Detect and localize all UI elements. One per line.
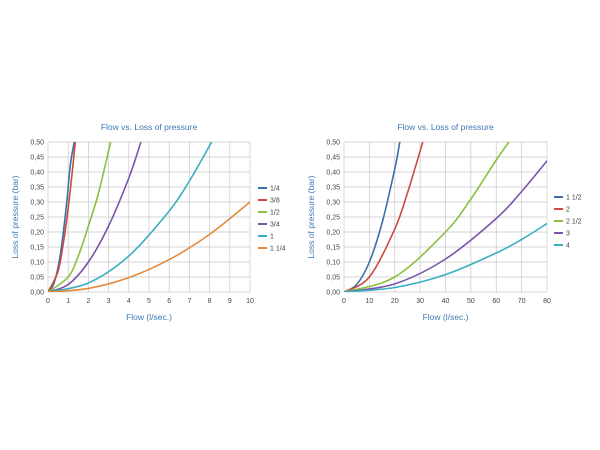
y-tick-label: 0,30 [30,200,44,207]
y-tick-label: 0,30 [326,200,340,207]
x-tick-label: 3 [107,298,111,305]
legend-label: 3/8 [270,198,280,205]
x-tick-label: 1 [66,298,70,305]
legend-label: 1/4 [270,186,280,193]
y-tick-label: 0,35 [326,185,340,192]
y-tick-label: 0,50 [30,140,44,147]
x-tick-label: 6 [167,298,171,305]
x-tick-label: 9 [228,298,232,305]
x-axis-label: Flow (l/sec.) [126,312,172,322]
chart-2: 0 10 20 30 40 50 60 70 80 0,00 0,05 0,10 0,15 0,20 0,2… [306,122,582,322]
series-line-3-8 [48,142,77,292]
y-tick-label: 0,00 [30,290,44,297]
x-axis-label: Flow (l/sec.) [423,312,469,322]
series-line-1 [48,142,213,292]
y-tick-label: 0,40 [326,170,340,177]
series-line-1-2 [48,142,112,292]
y-tick-label: 0,45 [326,155,340,162]
x-tick-label: 60 [492,298,500,305]
legend-label: 3/4 [270,222,280,229]
series-line-4 [344,222,547,292]
series-line-1-1-2 [344,142,401,292]
x-tick-label: 2 [86,298,90,305]
series-line-3-4 [48,142,142,292]
chart-title: Flow vs. Loss of pressure [101,122,198,132]
legend-label: 2 [566,207,570,214]
chart-title: Flow vs. Loss of pressure [397,122,494,132]
y-tick-label: 0,05 [326,275,340,282]
y-tick-label: 0,20 [326,230,340,237]
series-line-1-1-4 [48,201,250,292]
series-lines [48,142,250,292]
legend: 1 1/2 2 2 1/2 3 4 [554,195,582,250]
chart-1: 0 1 2 3 4 5 6 7 8 9 10 0,00 0,05 0,10 0,15 0,20 0,25 0,30… [10,122,286,322]
x-tick-label: 30 [416,298,424,305]
x-tick-label: 8 [208,298,212,305]
x-tick-label: 40 [442,298,450,305]
y-tick-label: 0,15 [326,245,340,252]
x-tick-label: 10 [365,298,373,305]
y-tick-label: 0,15 [30,245,44,252]
y-tick-label: 0,10 [326,260,340,267]
series-line-1-4 [48,142,76,292]
legend-label: 1/2 [270,210,280,217]
legend-label: 3 [566,231,570,238]
y-tick-label: 0,05 [30,275,44,282]
legend-label: 2 1/2 [566,219,582,226]
y-tick-label: 0,35 [30,185,44,192]
series-line-3 [344,160,547,292]
x-tick-label: 7 [187,298,191,305]
series-line-2 [344,142,424,292]
x-tick-label: 20 [391,298,399,305]
y-tick-label: 0,50 [326,140,340,147]
series-line-2-1-2 [344,142,510,292]
y-tick-label: 0,20 [30,230,44,237]
y-axis-label: Loss of pressure (bar) [306,175,316,258]
legend-label: 1 1/4 [270,246,286,253]
series-lines [344,142,547,292]
x-tick-label: 0 [342,298,346,305]
y-tick-label: 0,10 [30,260,44,267]
y-tick-label: 0,25 [326,215,340,222]
y-axis-label: Loss of pressure (bar) [10,175,20,258]
y-tick-label: 0,45 [30,155,44,162]
x-tick-label: 50 [467,298,475,305]
y-tick-label: 0,00 [326,290,340,297]
legend: 1/4 3/8 1/2 3/4 1 1 1/4 [258,186,286,253]
x-tick-label: 4 [127,298,131,305]
x-tick-label: 0 [46,298,50,305]
y-tick-label: 0,40 [30,170,44,177]
x-tick-label: 10 [246,298,254,305]
legend-label: 1 [270,234,274,241]
y-tick-label: 0,25 [30,215,44,222]
x-tick-label: 80 [543,298,551,305]
x-tick-label: 70 [518,298,526,305]
x-tick-label: 5 [147,298,151,305]
legend-label: 4 [566,243,570,250]
legend-label: 1 1/2 [566,195,582,202]
